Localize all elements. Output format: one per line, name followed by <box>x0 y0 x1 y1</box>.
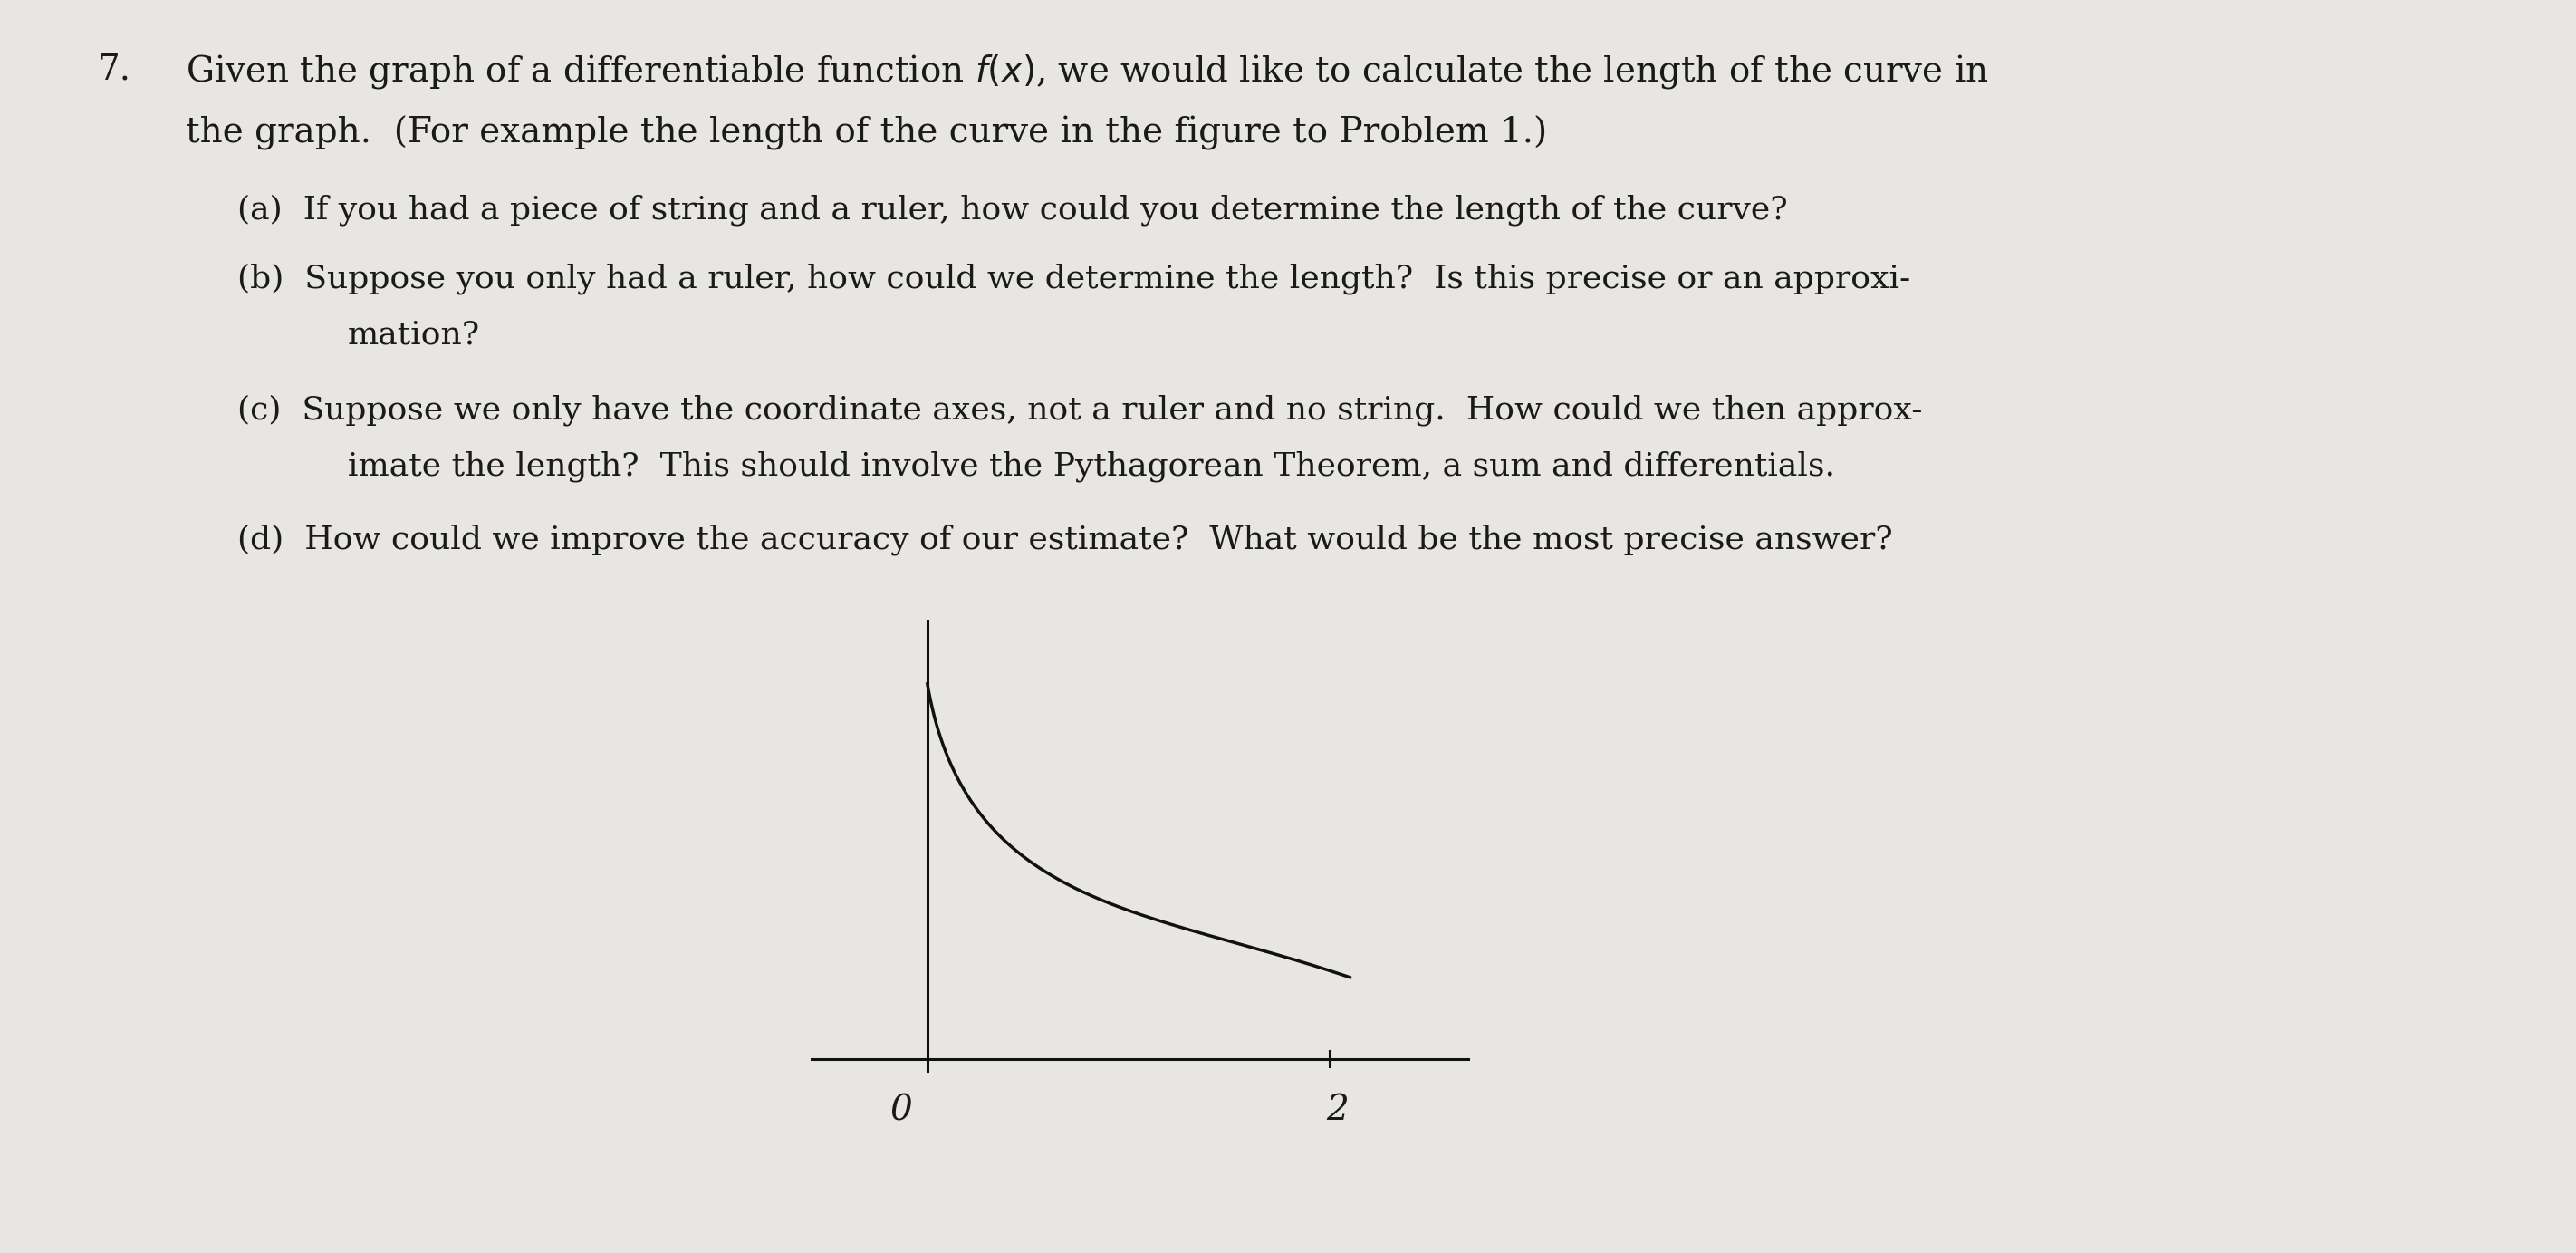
Text: (d)  How could we improve the accuracy of our estimate?  What would be the most : (d) How could we improve the accuracy of… <box>237 524 1893 555</box>
Text: (c)  Suppose we only have the coordinate axes, not a ruler and no string.  How c: (c) Suppose we only have the coordinate … <box>237 395 1922 426</box>
Text: the graph.  (For example the length of the curve in the figure to Problem 1.): the graph. (For example the length of th… <box>185 115 1548 150</box>
Text: 2: 2 <box>1327 1094 1347 1128</box>
Text: mation?: mation? <box>348 320 479 351</box>
Text: (a)  If you had a piece of string and a ruler, how could you determine the lengt: (a) If you had a piece of string and a r… <box>237 194 1788 226</box>
Text: (b)  Suppose you only had a ruler, how could we determine the length?  Is this p: (b) Suppose you only had a ruler, how co… <box>237 263 1911 294</box>
Text: 7.: 7. <box>98 53 131 86</box>
Text: Given the graph of a differentiable function $f(x)$, we would like to calculate : Given the graph of a differentiable func… <box>185 53 1989 90</box>
Text: imate the length?  This should involve the Pythagorean Theorem, a sum and differ: imate the length? This should involve th… <box>348 451 1834 482</box>
Text: 0: 0 <box>891 1094 912 1128</box>
